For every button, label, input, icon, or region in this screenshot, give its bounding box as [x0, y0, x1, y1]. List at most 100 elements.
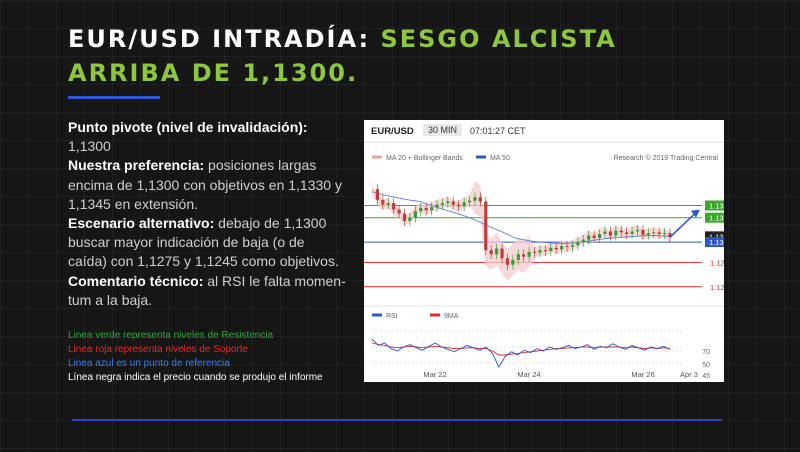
candle [381, 199, 385, 205]
rsi-ma-legend-label: 9MA [444, 313, 459, 320]
candle [484, 201, 488, 251]
x-label-mar22: Mar 22 [423, 370, 446, 379]
candle [641, 229, 645, 235]
rsi-line [371, 338, 671, 368]
rsi-legend-label: RSI [386, 313, 398, 320]
legend-blue: Linea azul es un punto de referencia [68, 358, 230, 369]
candle [424, 207, 428, 211]
level-badge-0 [705, 200, 724, 211]
candle [473, 197, 477, 201]
level-badge-text-2: 1.1307 [709, 232, 724, 241]
rsi-tick-50: 50 [702, 362, 710, 369]
candle [397, 209, 401, 214]
candle [505, 258, 510, 265]
candle [527, 251, 531, 257]
candle [646, 233, 650, 235]
chart-svg: MA 20 + Bollinger Bands MA 50 Research ©… [364, 154, 724, 380]
projection-arrow [669, 213, 696, 238]
bottom-line [72, 419, 722, 421]
candle [451, 201, 455, 205]
candle [446, 201, 450, 204]
candle [467, 200, 472, 203]
candle [462, 202, 466, 207]
candle [570, 245, 575, 247]
x-label-mar24: Mar 24 [517, 370, 540, 379]
candle [500, 248, 504, 259]
legend-green: Linea verde representa niveles de Resist… [68, 330, 274, 341]
candle [419, 207, 423, 212]
candle [560, 246, 564, 250]
ma20-legend-label: MA 20 + Bollinger Bands [386, 155, 463, 162]
candle [489, 250, 493, 255]
level-badge-3 [705, 237, 724, 248]
preference-label: Nuestra preferencia: [68, 157, 205, 174]
level-label-4: 1.1275 [710, 258, 724, 267]
candle [457, 204, 461, 207]
title-green-1: SESGO ALCISTA [380, 25, 617, 53]
pivot-label: Punto pivote (nivel de invalidación): [68, 119, 308, 135]
candle [581, 239, 585, 243]
candle [543, 250, 547, 252]
price-panel: 1.1345 1.1330 1.13071.1300 1.1275 1.1245 [364, 181, 724, 292]
candle [408, 217, 412, 221]
technical-text: al RSI le falta momen-tum a la baja. [68, 272, 346, 308]
candle [576, 242, 580, 246]
candle [662, 233, 667, 235]
candle [603, 231, 607, 234]
chart-card: EUR/USD 30 MIN 07:01:27 CET MA 20 + Boll… [364, 120, 724, 382]
timeframe-badge[interactable]: 30 MIN [423, 124, 463, 136]
candle [532, 251, 537, 253]
candle [413, 211, 417, 218]
candle [614, 230, 618, 236]
candle [565, 246, 569, 248]
candle [478, 197, 482, 202]
rsi-tick-45: 45 [702, 373, 710, 380]
level-badge-1 [705, 212, 724, 223]
candle [597, 233, 602, 238]
candle [375, 189, 380, 200]
candle [495, 248, 499, 255]
chart-symbol: EUR/USD [371, 126, 414, 137]
rsi-panel: RSI 9MA 70 50 45 30 [364, 305, 724, 380]
slide-title: EUR/USD INTRADÍA: SESGO ALCISTA ARRIBA D… [68, 22, 617, 90]
level-badge-text-3: 1.1300 [709, 238, 724, 247]
candle [554, 247, 558, 250]
candle [511, 259, 515, 265]
level-badge-text-0: 1.1345 [709, 202, 724, 211]
projection-arrowhead [691, 209, 700, 218]
candle [625, 232, 629, 234]
candle [402, 213, 407, 221]
candle [635, 229, 640, 232]
x-label-mar26: Mar 26 [631, 370, 654, 379]
pivot-text: 1,1300 [68, 138, 111, 155]
candle [652, 232, 656, 234]
x-axis: Mar 22 Mar 24 Mar 26 Apr 3 [423, 370, 698, 379]
title-white: EUR/USD INTRADÍA: [68, 25, 381, 53]
title-underline [68, 96, 160, 99]
rsi-tick-70: 70 [702, 349, 710, 356]
level-label-5: 1.1245 [710, 283, 724, 292]
candle [657, 232, 661, 234]
candle [522, 254, 526, 257]
candle [619, 230, 623, 233]
chart-credit: Research © 2019 Trading Central [614, 154, 719, 162]
candle [592, 235, 596, 238]
candle [668, 233, 672, 238]
x-label-apr3: Apr 3 [680, 370, 698, 379]
alternative-text: debajo de 1,1300 buscar mayor indicación… [68, 215, 339, 270]
candle [440, 203, 445, 205]
candle [430, 207, 434, 211]
candle [608, 231, 612, 236]
chart-header: EUR/USD 30 MIN 07:01:27 CET [364, 120, 724, 143]
color-legend: Linea verde representa niveles de Resist… [68, 329, 323, 385]
candle [587, 235, 591, 240]
chart-time: 07:01:27 CET [470, 126, 526, 136]
ma50-line [371, 191, 671, 245]
candle [392, 203, 396, 210]
legend-black: Línea negra indica el precio cuando se p… [68, 372, 323, 383]
legend-red: Linea roja representa niveles de Soporte [68, 344, 249, 355]
candle [630, 231, 634, 234]
level-badge-2 [705, 231, 724, 242]
technical-label: Comentario técnico: [68, 272, 204, 289]
candle [549, 247, 553, 251]
